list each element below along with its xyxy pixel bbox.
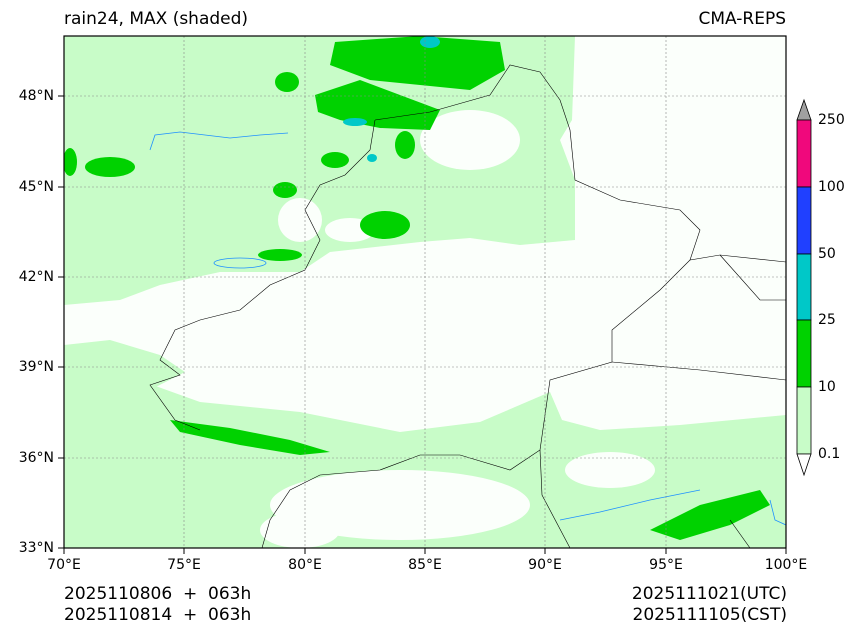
colorbar-label: 10 — [818, 379, 836, 395]
colorbar-100-250 — [796, 119, 812, 188]
lon-label: 85°E — [408, 557, 442, 573]
colorbar-label: 25 — [818, 312, 836, 328]
colorbar-label: 0.1 — [818, 446, 841, 462]
colorbar-label: 50 — [818, 246, 836, 262]
colorbar-0.1-10 — [796, 386, 812, 455]
colorbar — [796, 98, 812, 477]
lat-label: 45°N — [18, 179, 54, 195]
dry-gaps — [260, 110, 655, 548]
lat-label: 48°N — [18, 88, 54, 104]
colorbar-50-100 — [796, 186, 812, 255]
lon-label: 70°E — [47, 557, 81, 573]
colorbar-25-50 — [796, 253, 812, 321]
valid-time-cst: 2025111105(CST) — [632, 605, 787, 625]
init-time-cst: 2025110814 + 063h — [64, 605, 252, 625]
country-borders — [149, 64, 786, 548]
valid-time-utc: 2025111021(UTC) — [631, 584, 787, 604]
plot-title: rain24, MAX (shaded) — [64, 9, 249, 29]
lon-label: 90°E — [528, 557, 562, 573]
graticule — [64, 36, 786, 548]
lon-label: 100°E — [764, 557, 808, 573]
model-name: CMA-REPS — [698, 9, 786, 29]
lon-label: 80°E — [288, 557, 322, 573]
lon-label: 75°E — [167, 557, 201, 573]
colorbar-extend-max — [796, 98, 812, 121]
lat-label: 36°N — [18, 450, 54, 466]
tick-marks — [58, 95, 787, 554]
lat-label: 42°N — [18, 269, 54, 285]
lat-label: 33°N — [18, 540, 54, 556]
init-time-utc: 2025110806 + 063h — [64, 584, 252, 604]
lat-label: 39°N — [18, 359, 54, 375]
colorbar-label: 100 — [818, 179, 845, 195]
moderate-rain-areas — [64, 36, 770, 540]
colorbar-10-25 — [796, 319, 812, 388]
rivers — [149, 131, 786, 526]
colorbar-extend-min — [796, 453, 812, 477]
lon-label: 95°E — [649, 557, 683, 573]
colorbar-label: 250 — [818, 112, 845, 128]
